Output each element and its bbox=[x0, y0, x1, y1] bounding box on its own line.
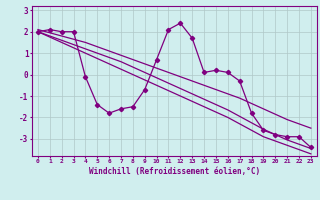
X-axis label: Windchill (Refroidissement éolien,°C): Windchill (Refroidissement éolien,°C) bbox=[89, 167, 260, 176]
